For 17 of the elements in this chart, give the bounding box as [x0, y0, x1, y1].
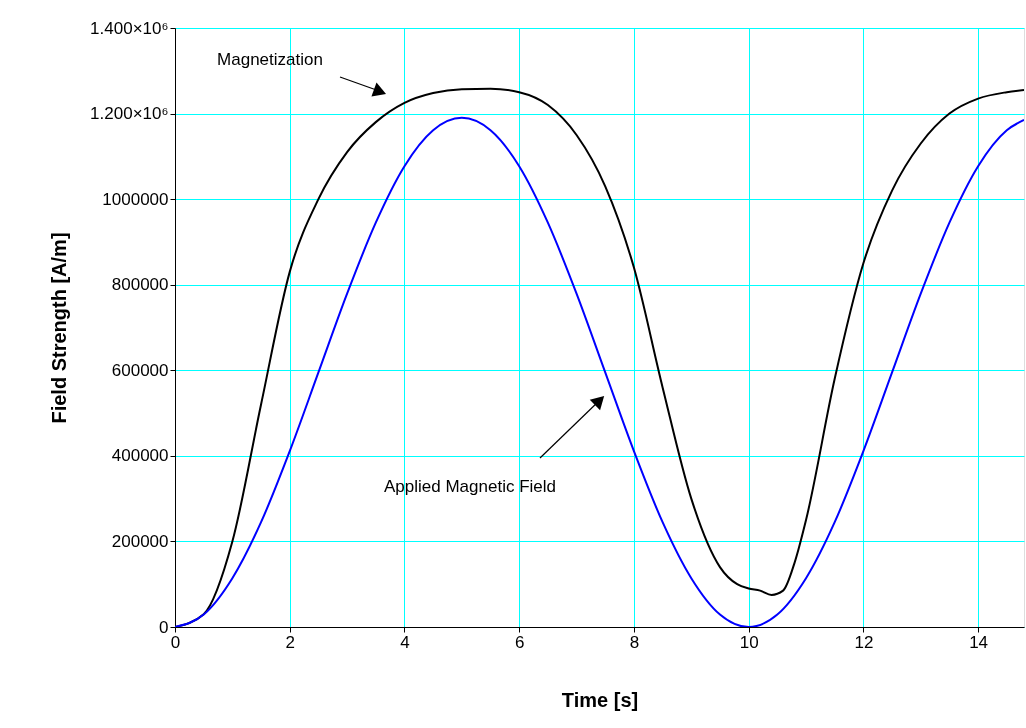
x-axis-title: Time [s]: [561, 688, 639, 711]
y-tick-label: 0: [159, 617, 169, 637]
x-tick-label: 10: [739, 632, 759, 652]
y-tick-label: 200000: [111, 531, 169, 551]
y-tick-label: 1.200×10⁶: [90, 104, 169, 124]
y-tick-label: 1000000: [102, 189, 169, 209]
y-axis-title: Field Strength [A/m]: [48, 232, 71, 424]
x-tick-label: 8: [629, 632, 640, 652]
y-tick-label: 1.400×10⁶: [90, 18, 169, 38]
y-tick-label: 800000: [111, 275, 169, 295]
x-tick-label: 6: [514, 632, 525, 652]
x-tick-label: 14: [969, 632, 989, 652]
x-tick-label: 2: [285, 632, 295, 652]
y-tick-label: 400000: [111, 446, 169, 466]
x-tick-label: 12: [854, 632, 874, 652]
y-tick-label: 600000: [111, 360, 169, 380]
x-tick-label: 4: [400, 632, 410, 652]
